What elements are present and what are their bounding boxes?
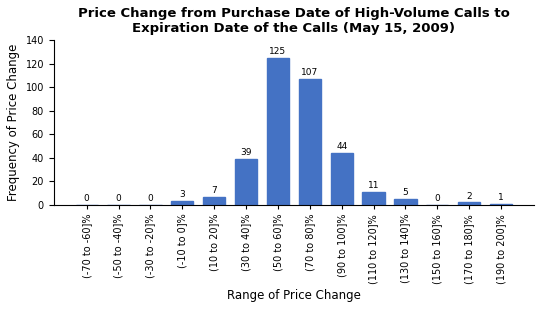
Bar [394, 199, 417, 205]
Text: 0: 0 [148, 194, 153, 203]
X-axis label: Range of Price Change: Range of Price Change [227, 289, 361, 302]
Text: 0: 0 [434, 194, 440, 203]
Bar [362, 192, 385, 205]
Bar [299, 79, 321, 205]
Text: 0: 0 [84, 194, 90, 203]
Text: 0: 0 [116, 194, 122, 203]
Text: 5: 5 [403, 188, 408, 197]
Text: 107: 107 [301, 68, 319, 77]
Bar [235, 159, 257, 205]
Text: 1: 1 [498, 193, 504, 202]
Bar [171, 201, 194, 205]
Text: 7: 7 [212, 186, 217, 195]
Text: 2: 2 [466, 192, 472, 201]
Text: 125: 125 [269, 47, 287, 56]
Bar [458, 202, 480, 205]
Text: 3: 3 [180, 190, 185, 199]
Bar [267, 58, 289, 205]
Bar [490, 204, 512, 205]
Text: 11: 11 [368, 181, 379, 190]
Title: Price Change from Purchase Date of High-Volume Calls to
Expiration Date of the C: Price Change from Purchase Date of High-… [78, 7, 510, 35]
Bar [203, 197, 226, 205]
Text: 39: 39 [240, 148, 252, 157]
Bar [331, 153, 353, 205]
Text: 44: 44 [336, 142, 347, 151]
Y-axis label: Frequency of Price Change: Frequency of Price Change [7, 44, 20, 201]
